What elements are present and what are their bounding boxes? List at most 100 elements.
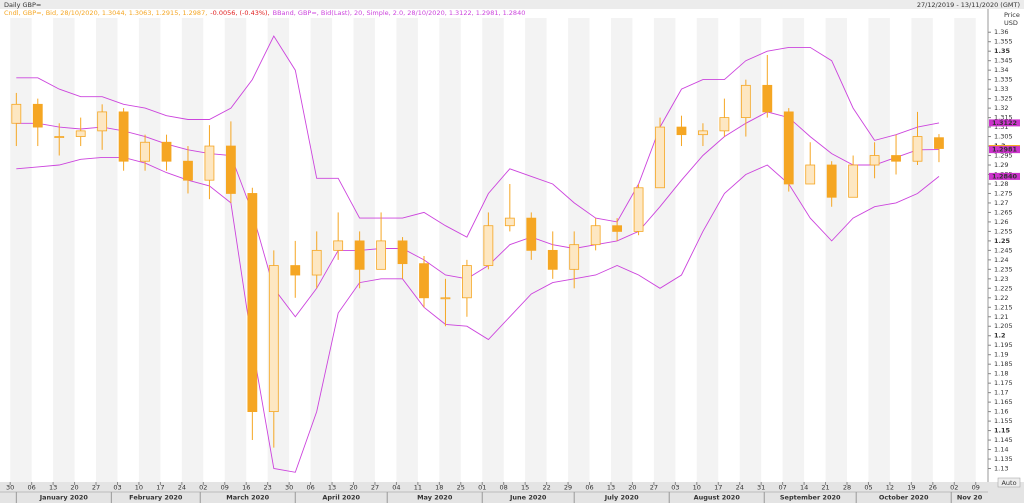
legend-entry: -0.0056, (-0.43%), — [210, 9, 269, 17]
candle-body — [75, 130, 86, 137]
candle-body — [419, 263, 429, 299]
legend-entry: Cndl, GBP=, Bid, 28/10/2020, 1.3044, 1.3… — [4, 9, 207, 17]
week-band — [10, 18, 32, 482]
y-tick-label: 1.23 — [994, 275, 1008, 283]
y-tick-label: 1.335 — [994, 76, 1013, 84]
y-tick-label: 1.36 — [994, 28, 1008, 36]
x-tick-label: 13 — [607, 484, 615, 492]
x-tick-label: 20 — [628, 484, 636, 492]
candle-body — [462, 265, 472, 299]
y-tick-label: 1.265 — [994, 208, 1013, 216]
candle-body — [655, 126, 665, 189]
y-tick-label: 1.14 — [994, 446, 1008, 454]
y-tick-label: 1.215 — [994, 303, 1013, 311]
candle-body — [54, 136, 65, 138]
month-label: April 2020 — [322, 494, 360, 502]
y-tick-label: 1.35 — [994, 47, 1011, 55]
y-tick-label: 1.27 — [994, 199, 1008, 207]
candle-body — [354, 240, 365, 270]
week-band — [439, 18, 461, 482]
y-tick-label: 1.33 — [994, 85, 1008, 93]
x-tick-label: 24 — [178, 484, 186, 492]
y-tick-label: 1.225 — [994, 284, 1013, 292]
x-tick-label: 29 — [564, 484, 572, 492]
price-tag — [989, 146, 1020, 154]
week-band — [53, 18, 75, 482]
y-tick-label: 1.145 — [994, 436, 1013, 444]
week-band — [911, 18, 933, 482]
candle-body — [204, 145, 215, 181]
candle-body — [140, 141, 150, 162]
plot-area: Cndl, GBP=, Bid, 28/10/2020, 1.3044, 1.3… — [4, 9, 976, 482]
y-tick-label: 1.345 — [994, 57, 1013, 65]
x-tick-label: 01 — [478, 484, 486, 492]
y-tick-label: 1.18 — [994, 370, 1008, 378]
candle-body — [612, 225, 623, 232]
candle-body — [912, 136, 923, 162]
axis-title-price: Price — [1004, 11, 1020, 19]
y-tick-label: 1.16 — [994, 408, 1008, 416]
week-band — [739, 18, 762, 482]
month-label: September 2020 — [780, 494, 841, 502]
y-tick-label: 1.205 — [994, 322, 1013, 330]
date-range: 27/12/2019 - 13/11/2020 (GMT) — [917, 1, 1020, 9]
x-tick-label: 16 — [242, 484, 250, 492]
x-tick-label: 22 — [542, 484, 550, 492]
y-tick-label: 1.165 — [994, 398, 1013, 406]
x-tick-label: 24 — [736, 484, 744, 492]
x-tick-label: 27 — [92, 484, 100, 492]
candle-body — [483, 225, 494, 266]
week-band — [267, 18, 290, 482]
x-tick-label: 20 — [349, 484, 357, 492]
candle-body — [526, 217, 537, 251]
y-tick-label: 1.21 — [994, 313, 1008, 321]
candle-body — [698, 130, 708, 136]
candle-body — [32, 103, 43, 128]
candle-body — [676, 126, 687, 136]
y-tick-label: 1.2 — [994, 332, 1006, 340]
candle-body — [891, 155, 901, 162]
x-tick-label: 06 — [585, 484, 593, 492]
x-tick-label: 25 — [457, 484, 465, 492]
y-tick-label: 1.135 — [994, 455, 1013, 463]
candle-body — [161, 141, 172, 162]
y-tick-label: 1.13 — [994, 465, 1008, 473]
candle-body — [869, 155, 880, 166]
x-tick-label: 12 — [886, 484, 894, 492]
y-tick-label: 1.325 — [994, 95, 1013, 103]
y-tick-label: 1.235 — [994, 265, 1013, 273]
x-tick-label: 14 — [800, 484, 808, 492]
x-tick-label: 27 — [650, 484, 658, 492]
price-tag — [989, 119, 1020, 127]
x-tick-label: 17 — [714, 484, 722, 492]
legend: Cndl, GBP=, Bid, 28/10/2020, 1.3044, 1.3… — [4, 9, 525, 17]
candle-body — [504, 217, 515, 227]
week-band — [782, 18, 805, 482]
y-tick-label: 1.34 — [994, 66, 1008, 74]
y-tick-label: 1.29 — [994, 161, 1008, 169]
month-label: October 2020 — [879, 494, 929, 502]
candle-body — [440, 297, 451, 300]
candle-body — [311, 249, 322, 276]
candle-body — [225, 145, 236, 194]
week-band — [653, 18, 676, 482]
candle-body — [290, 265, 301, 276]
x-tick-label: 28 — [843, 484, 851, 492]
x-tick-label: 08 — [500, 484, 508, 492]
auto-button[interactable] — [997, 477, 1021, 488]
candle-body — [376, 240, 386, 270]
auto-label[interactable]: Auto — [1001, 479, 1016, 487]
y-tick-label: 1.26 — [994, 218, 1008, 226]
candle-body — [569, 244, 580, 270]
right-axis-panel — [988, 9, 1024, 503]
week-band — [181, 18, 204, 482]
x-tick-label: 13 — [328, 484, 336, 492]
candle-body — [719, 117, 730, 132]
y-tick-label: 1.175 — [994, 379, 1013, 387]
week-band — [610, 18, 633, 482]
x-tick-label: 27 — [371, 484, 379, 492]
candle-body — [740, 84, 751, 118]
y-tick-label: 1.185 — [994, 360, 1013, 368]
candle-body — [397, 240, 408, 265]
